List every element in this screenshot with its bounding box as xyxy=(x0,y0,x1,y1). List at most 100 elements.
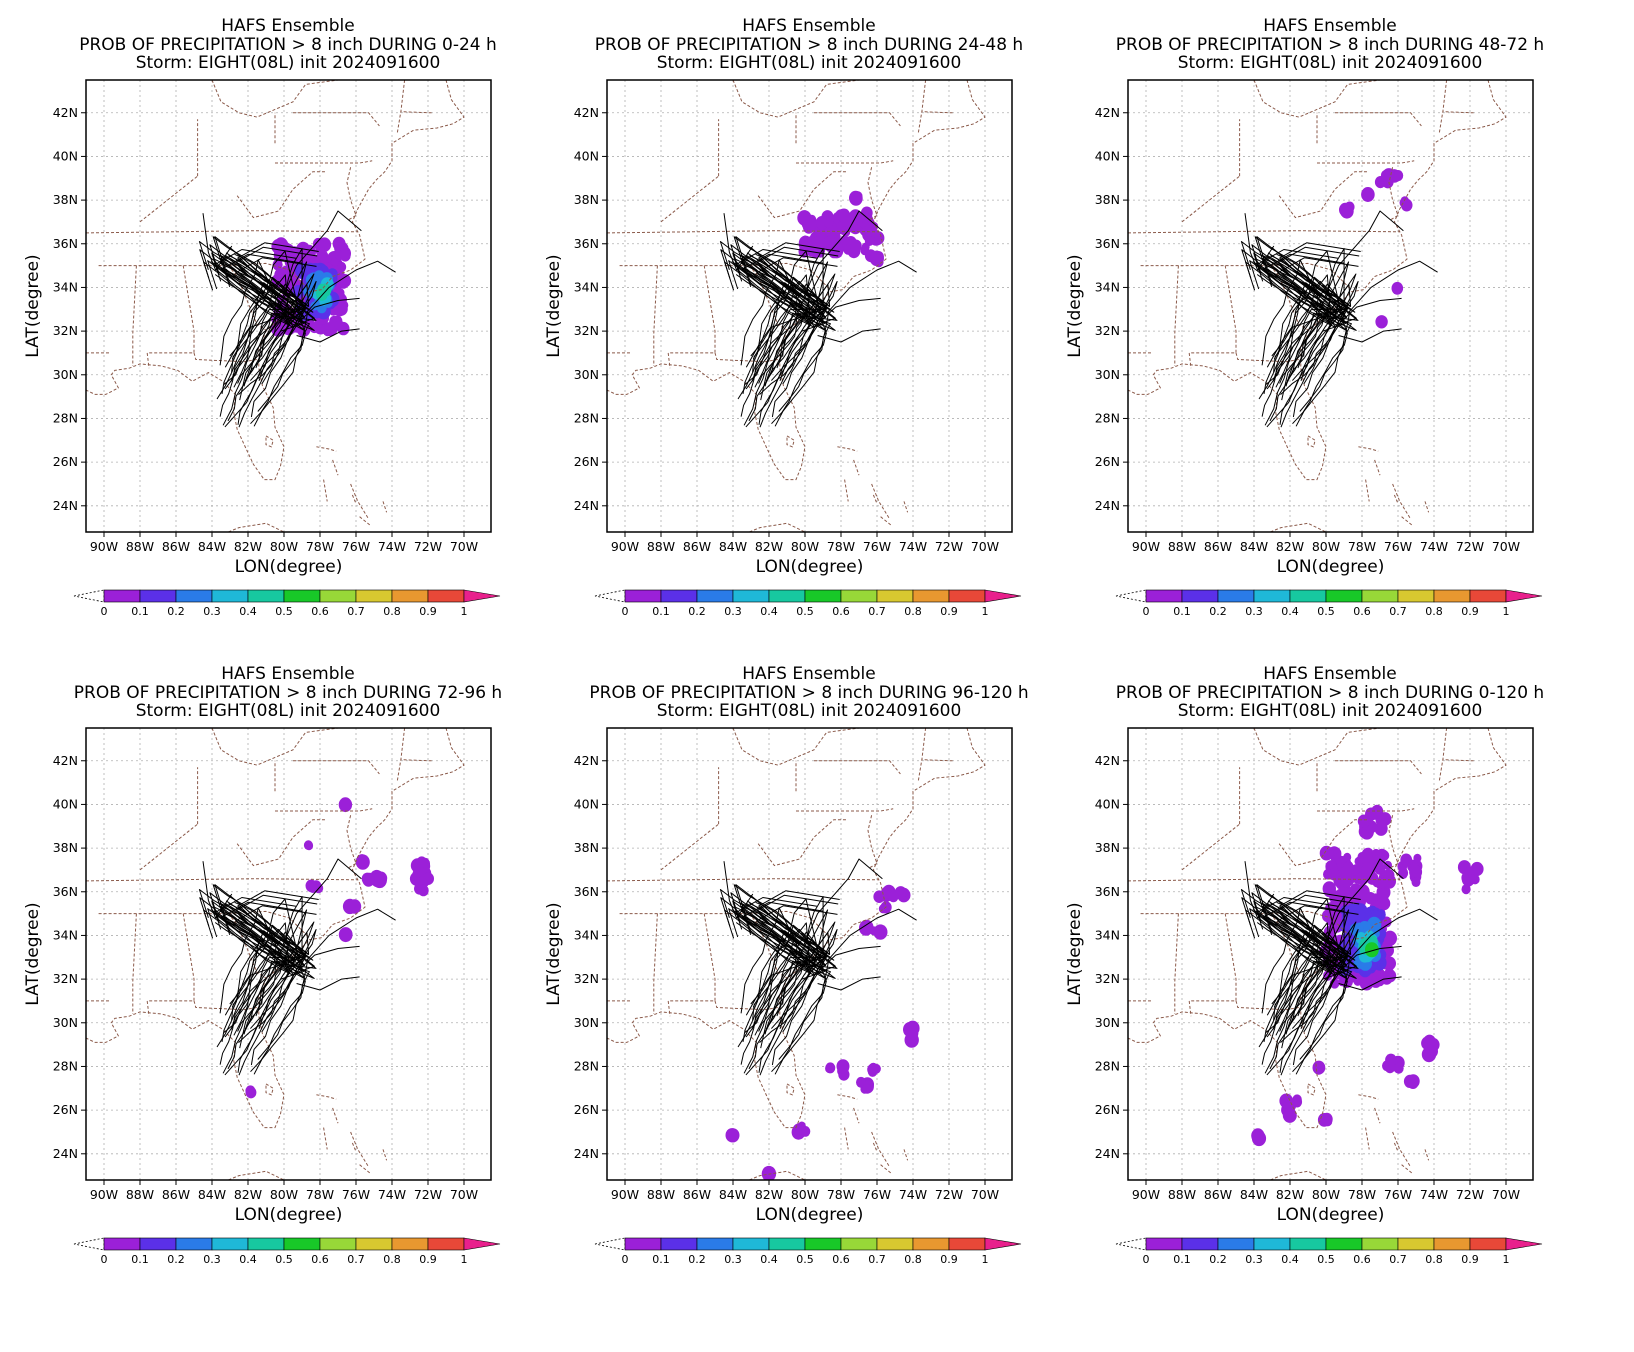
probability-cell xyxy=(849,190,863,206)
map-frame xyxy=(606,727,1013,1181)
storm-track xyxy=(1280,257,1357,428)
y-tick-label: 42N xyxy=(1095,753,1120,768)
y-tick-label: 28N xyxy=(53,1058,78,1073)
y-tick-label: 26N xyxy=(574,1102,599,1117)
state-border xyxy=(86,878,358,882)
probability-cell xyxy=(335,320,345,331)
map-background xyxy=(607,80,1012,532)
probability-cell xyxy=(878,904,888,914)
coastline xyxy=(351,494,357,504)
y-tick-label: 38N xyxy=(574,840,599,855)
colorbar-swatch xyxy=(768,589,806,603)
probability-cell xyxy=(348,899,362,914)
y-tick-label: 26N xyxy=(574,454,599,469)
probability-cell xyxy=(312,237,324,250)
x-tick-label: 86W xyxy=(1204,1187,1232,1202)
storm-track xyxy=(1265,254,1349,385)
x-tick-label: 82W xyxy=(1276,1187,1304,1202)
probability-cell xyxy=(1391,281,1404,295)
panel-title-storm: Storm: EIGHT(08L) init 2024091600 xyxy=(657,701,962,721)
storm-track xyxy=(305,260,396,314)
colorbar: 0 0.1 0.2 0.3 0.4 0.5 0.6 0.7 0.8 0.9 1 xyxy=(73,589,501,618)
coastline xyxy=(747,522,807,532)
coastline xyxy=(1365,479,1370,502)
storm-track xyxy=(1269,918,1347,1070)
x-tick-label: 84W xyxy=(198,539,226,554)
coastline xyxy=(880,1164,892,1174)
coastline xyxy=(903,501,909,513)
probability-cell xyxy=(1340,864,1354,880)
probability-cell xyxy=(1282,1107,1297,1123)
state-border xyxy=(653,913,658,1014)
storm-track xyxy=(238,257,315,428)
coastline xyxy=(747,1170,807,1180)
probability-cell xyxy=(1374,821,1388,836)
y-tick-label: 32N xyxy=(53,971,78,986)
coastline xyxy=(1401,1164,1413,1174)
y-tick-label: 40N xyxy=(1095,148,1120,163)
colorbar-swatch xyxy=(391,1237,429,1251)
coastline xyxy=(867,815,878,869)
state-border xyxy=(917,80,927,133)
state-border xyxy=(132,913,137,1014)
probability-cell xyxy=(1470,861,1484,877)
colorbar-swatch xyxy=(247,589,285,603)
probability-cell xyxy=(1364,892,1377,905)
y-tick-label: 30N xyxy=(574,367,599,382)
ensemble-tracks xyxy=(198,210,396,428)
state-border xyxy=(714,352,779,363)
y-tick-label: 34N xyxy=(574,927,599,942)
y-tick-label: 42N xyxy=(53,105,78,120)
y-axis-label: LAT(degree) xyxy=(23,902,43,1005)
colorbar-label: 0.2 xyxy=(167,1253,185,1266)
x-tick-label: 88W xyxy=(647,539,675,554)
y-tick-label: 42N xyxy=(53,753,78,768)
y-tick-label: 36N xyxy=(1095,884,1120,899)
colorbar-swatch xyxy=(139,1237,177,1251)
x-tick-label: 78W xyxy=(1348,1187,1376,1202)
storm-track xyxy=(735,897,826,1066)
storm-track xyxy=(1244,861,1275,919)
storm-track xyxy=(1340,297,1402,323)
colorbar-overflow xyxy=(463,589,501,603)
storm-track xyxy=(227,270,305,422)
storm-track xyxy=(817,976,881,991)
storm-track xyxy=(220,903,306,1008)
y-tick-label: 32N xyxy=(574,323,599,338)
probability-cell xyxy=(862,1083,872,1094)
probability-cell xyxy=(1384,934,1395,946)
colorbar-label: 0.6 xyxy=(832,605,850,618)
storm-track xyxy=(296,328,360,343)
y-tick-label: 40N xyxy=(574,148,599,163)
probability-cell xyxy=(362,873,375,887)
y-tick-label: 26N xyxy=(1095,1102,1120,1117)
coastline xyxy=(1128,728,1507,1129)
x-tick-label: 80W xyxy=(270,539,298,554)
probability-cell xyxy=(418,884,429,897)
x-tick-label: 82W xyxy=(234,1187,262,1202)
colorbar-label: 0.9 xyxy=(419,605,437,618)
storm-track xyxy=(218,902,300,1032)
colorbar-label: 1 xyxy=(982,605,989,618)
probability-cell xyxy=(825,1064,834,1074)
storm-track xyxy=(736,268,811,373)
x-tick-label: 80W xyxy=(1312,1187,1340,1202)
colorbar-swatch xyxy=(660,589,698,603)
probability-cell xyxy=(1385,1053,1397,1067)
map-gridlines xyxy=(607,728,1012,1180)
x-tick-label: 86W xyxy=(683,1187,711,1202)
storm-track xyxy=(211,252,298,425)
probability-cell xyxy=(1279,1093,1293,1109)
probability-cell xyxy=(1400,198,1413,212)
state-border xyxy=(396,728,406,781)
state-border xyxy=(1442,759,1474,762)
x-tick-label: 72W xyxy=(935,1187,963,1202)
panel-title-model: HAFS Ensemble xyxy=(1263,16,1396,36)
probability-cell xyxy=(1251,1130,1267,1147)
colorbar-label: 0.4 xyxy=(760,605,778,618)
x-tick-label: 70W xyxy=(450,539,478,554)
probability-cell xyxy=(1375,968,1386,981)
colorbar-label: 0.7 xyxy=(347,1253,365,1266)
state-border xyxy=(814,112,901,127)
colorbar-label: 0.6 xyxy=(311,605,329,618)
